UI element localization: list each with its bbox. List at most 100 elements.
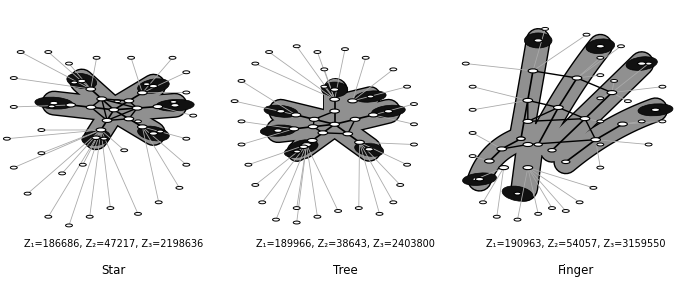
Circle shape [3,137,10,140]
Circle shape [10,105,17,108]
Circle shape [309,117,319,121]
Circle shape [102,118,112,123]
Circle shape [114,100,121,103]
Circle shape [137,91,147,95]
Circle shape [169,56,176,59]
Circle shape [132,106,142,110]
Circle shape [17,51,24,53]
Circle shape [124,99,134,103]
Circle shape [294,150,301,153]
Circle shape [176,186,183,189]
Circle shape [78,79,86,83]
Circle shape [66,62,72,65]
Ellipse shape [81,130,110,146]
Ellipse shape [355,142,384,156]
Circle shape [124,117,134,121]
Circle shape [331,88,339,91]
Circle shape [535,212,542,215]
Circle shape [135,120,141,123]
Circle shape [38,152,45,155]
Circle shape [542,27,549,30]
Circle shape [367,95,374,98]
Ellipse shape [638,104,673,116]
Circle shape [534,143,542,146]
Circle shape [330,109,339,113]
Circle shape [645,143,652,146]
Circle shape [171,103,179,107]
Circle shape [144,83,150,86]
Circle shape [607,90,617,95]
Circle shape [473,178,480,181]
Circle shape [45,215,52,218]
Circle shape [153,105,163,109]
Circle shape [572,76,582,80]
Circle shape [10,166,17,169]
Circle shape [411,123,417,126]
Circle shape [149,132,157,135]
Circle shape [469,85,476,88]
Circle shape [170,101,177,103]
Circle shape [183,91,190,94]
Circle shape [157,130,164,133]
Circle shape [149,84,157,88]
Circle shape [308,138,317,142]
Ellipse shape [35,97,73,109]
Circle shape [183,137,190,140]
Ellipse shape [372,105,405,117]
Circle shape [523,119,533,123]
Circle shape [523,98,533,102]
Circle shape [355,140,364,144]
Circle shape [404,163,411,166]
Circle shape [562,210,569,212]
Circle shape [390,68,397,71]
Ellipse shape [284,146,310,158]
Circle shape [183,71,190,74]
Circle shape [308,125,318,129]
Circle shape [618,122,627,126]
Circle shape [397,184,404,186]
Circle shape [523,166,533,170]
Circle shape [484,159,494,163]
Circle shape [624,100,631,103]
Circle shape [109,108,119,112]
Ellipse shape [524,33,552,48]
Circle shape [50,101,58,105]
Ellipse shape [67,73,97,89]
Ellipse shape [355,91,386,102]
Circle shape [384,110,393,113]
Circle shape [86,215,93,218]
Circle shape [351,117,360,121]
Circle shape [404,85,411,88]
Circle shape [330,122,339,126]
Circle shape [238,120,245,123]
Circle shape [121,149,128,152]
Circle shape [314,51,321,53]
Circle shape [252,184,259,186]
Ellipse shape [626,57,658,71]
Ellipse shape [289,140,318,154]
Ellipse shape [322,82,348,97]
Circle shape [274,129,282,132]
Circle shape [71,81,78,84]
Circle shape [330,97,339,101]
Circle shape [390,201,397,204]
Circle shape [101,137,108,140]
Circle shape [38,129,45,131]
Circle shape [86,105,96,109]
Circle shape [596,45,604,48]
Circle shape [343,132,353,136]
Circle shape [597,120,604,123]
Circle shape [314,215,321,218]
Circle shape [514,218,521,221]
Circle shape [523,142,533,147]
Circle shape [411,103,417,105]
Circle shape [183,163,190,166]
Circle shape [321,85,328,88]
Circle shape [190,114,197,117]
Circle shape [291,113,301,117]
Circle shape [135,212,141,215]
Circle shape [107,207,114,210]
Circle shape [590,186,597,189]
Circle shape [252,62,259,65]
Ellipse shape [462,173,497,186]
